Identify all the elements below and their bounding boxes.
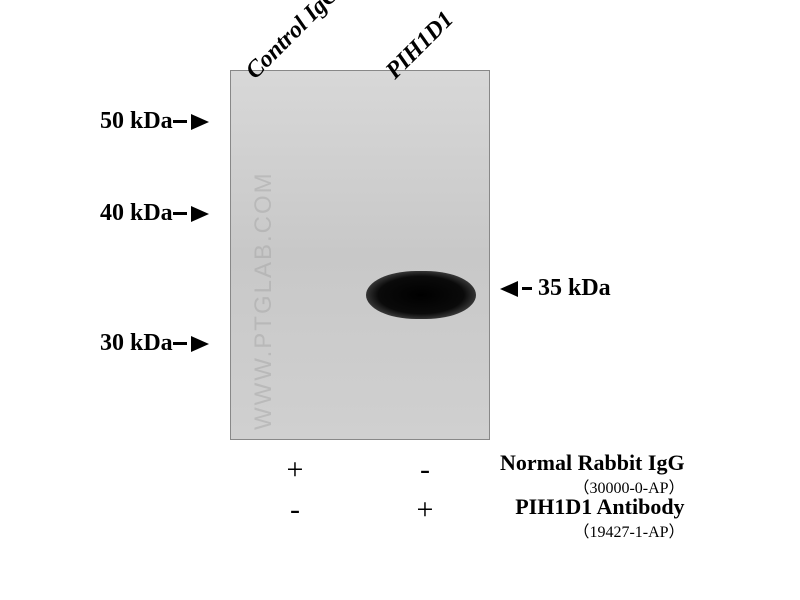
- figure-container: WWW.PTGLAB.COM Control IgG PIH1D1 50 kDa…: [0, 0, 800, 600]
- arrow-left-icon: [500, 281, 518, 297]
- marker-50kda-label: 50 kDa: [100, 108, 173, 135]
- legend-row-control: Normal Rabbit IgG （30000-0-AP）: [500, 450, 685, 490]
- legend-ab-sub: （19427-1-AP）: [500, 518, 685, 542]
- arrow-line: [173, 212, 187, 215]
- arrow-right-icon: [191, 336, 209, 352]
- band-kda-text: 35 kDa: [538, 275, 611, 302]
- arrow-line: [522, 287, 532, 290]
- arrow-line: [173, 342, 187, 345]
- arrow-right-icon: [191, 114, 209, 130]
- arrow-right-icon: [191, 206, 209, 222]
- marker-30kda: 30 kDa: [100, 330, 209, 357]
- protein-band: [366, 271, 476, 319]
- arrow-line: [173, 120, 187, 123]
- marker-40kda-label: 40 kDa: [100, 200, 173, 227]
- cell-plus: +: [230, 453, 360, 487]
- cell-plus: +: [360, 493, 490, 527]
- table-row: + -: [230, 450, 490, 490]
- cell-minus: -: [230, 493, 360, 527]
- marker-40kda: 40 kDa: [100, 200, 209, 227]
- marker-50kda: 50 kDa: [100, 108, 209, 135]
- watermark-text: WWW.PTGLAB.COM: [250, 171, 278, 430]
- legend-ab-title: PIH1D1 Antibody: [515, 494, 684, 519]
- legend-area: Normal Rabbit IgG （30000-0-AP） PIH1D1 An…: [500, 450, 685, 534]
- table-row: - +: [230, 490, 490, 530]
- marker-30kda-label: 30 kDa: [100, 330, 173, 357]
- condition-table: + - - +: [230, 450, 490, 530]
- cell-minus: -: [360, 453, 490, 487]
- legend-row-antibody: PIH1D1 Antibody （19427-1-AP）: [500, 494, 685, 534]
- legend-control-title: Normal Rabbit IgG: [500, 450, 685, 475]
- band-size-label: 35 kDa: [500, 275, 611, 302]
